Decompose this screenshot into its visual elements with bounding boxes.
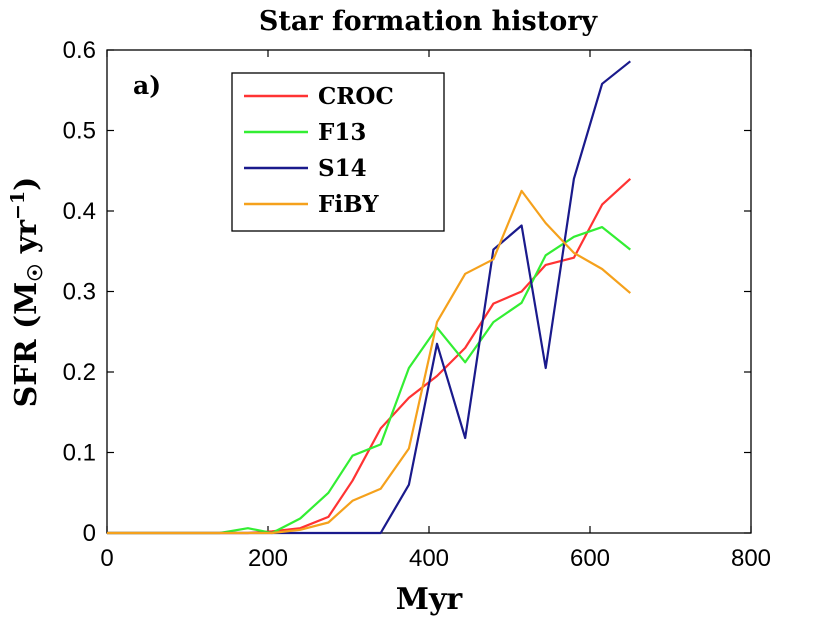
legend-label-croc: CROC (318, 83, 394, 110)
legend-label-s14: S14 (318, 155, 367, 182)
x-axis-label: Myr (396, 582, 464, 617)
x-tick-label: 400 (409, 545, 449, 572)
panel-label: a) (133, 71, 161, 100)
axis-ticks (106, 49, 752, 534)
y-axis-label-prefix: SFR (M (9, 282, 44, 408)
y-axis-label-exponent: −1 (7, 191, 29, 220)
x-tick-label: 0 (100, 545, 113, 572)
chart-title: Star formation history (259, 6, 599, 37)
sun-symbol: ☉ (23, 264, 47, 282)
y-tick-label: 0.4 (63, 198, 96, 225)
series-lines (107, 60, 632, 535)
series-line-fiby (107, 189, 632, 535)
legend-label-f13: F13 (318, 119, 366, 146)
legend: CROC F13 S14 FiBY (231, 72, 445, 232)
y-tick-label: 0.6 (63, 37, 96, 64)
legend-label-fiby: FiBY (318, 191, 379, 218)
y-tick-label: 0.2 (63, 359, 96, 386)
x-tick-label: 600 (570, 545, 610, 572)
y-tick-label: 0 (83, 520, 96, 547)
y-axis-label-suffix: ) (9, 177, 44, 191)
axis-tick-labels: 0 200 400 600 800 0 0.1 0.2 0.3 0.4 0.5 0.6 (63, 37, 771, 572)
x-tick-label: 800 (731, 545, 771, 572)
y-axis-label: SFR (M☉ yr−1) (7, 177, 47, 408)
x-tick-label: 200 (248, 545, 288, 572)
y-tick-label: 0.3 (63, 279, 96, 306)
y-tick-label: 0.1 (63, 440, 96, 467)
y-tick-label: 0.5 (63, 118, 96, 145)
y-axis-label-mid: yr (9, 219, 44, 264)
